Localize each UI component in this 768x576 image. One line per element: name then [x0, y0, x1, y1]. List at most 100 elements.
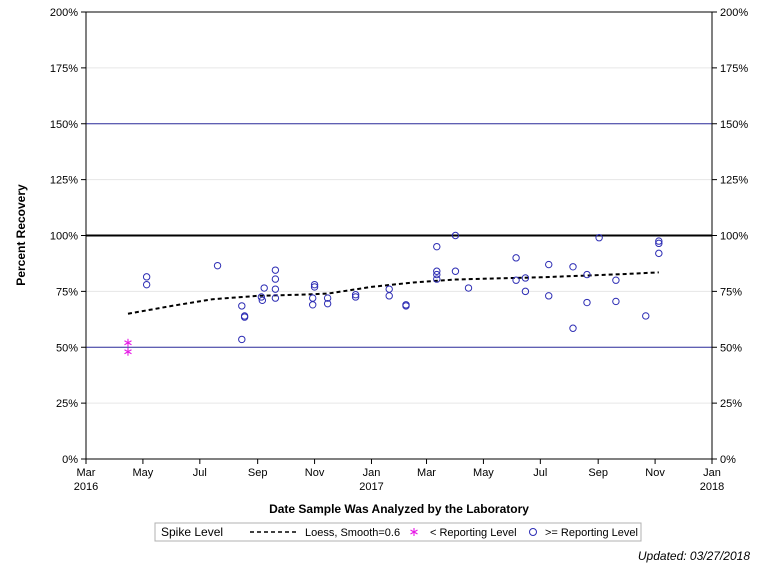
reporting-point — [258, 296, 267, 305]
x-axis-title: Date Sample Was Analyzed by the Laborato… — [269, 502, 529, 516]
reference-lines — [86, 123, 712, 348]
reporting-point — [238, 335, 246, 344]
reporting-point — [545, 292, 553, 300]
legend: Spike Level Loess, Smooth=0.6 < Reportin… — [154, 522, 642, 542]
reporting-point — [545, 260, 553, 269]
reporting-point — [323, 299, 332, 308]
y-tick-label-left: 200% — [50, 7, 78, 19]
reporting-point — [512, 254, 520, 262]
reporting-point — [238, 302, 246, 310]
y-axis-title: Percent Recovery — [14, 184, 28, 286]
reporting-point — [271, 294, 280, 302]
reporting-point — [402, 302, 410, 310]
reporting-point — [260, 284, 268, 292]
y-tick-label-left: 25% — [56, 398, 78, 410]
x-tick-year-label: 2018 — [700, 481, 724, 493]
x-tick-label: Mar — [417, 467, 436, 479]
x-tick-label: Sep — [588, 467, 608, 479]
x-tick-label: Jul — [193, 467, 207, 479]
reporting-point — [142, 273, 151, 281]
x-tick-year-label: 2016 — [74, 481, 98, 493]
legend-frame — [154, 522, 642, 542]
x-tick-label: Jan — [363, 467, 381, 479]
data-points — [124, 231, 663, 356]
reporting-point — [385, 292, 393, 300]
asterisk-stroke — [124, 349, 132, 355]
reporting-point — [521, 274, 530, 282]
reporting-point — [655, 237, 663, 245]
reporting-point — [464, 284, 473, 292]
y-tick-label-right: 100% — [720, 231, 748, 243]
reporting-point — [569, 263, 577, 271]
reporting-point — [583, 298, 591, 307]
y-tick-label-right: 125% — [720, 175, 748, 187]
reporting-point — [583, 270, 591, 279]
reporting-point — [451, 231, 460, 240]
reporting-point — [310, 280, 319, 289]
reporting-point — [271, 275, 280, 283]
reporting-point — [310, 283, 319, 291]
x-tick-label: Sep — [248, 467, 268, 479]
x-tick-label: Mar — [77, 467, 96, 479]
legend-below-reporting-label: < Reporting Level — [430, 527, 517, 539]
reporting-point — [433, 270, 441, 279]
reporting-point — [142, 280, 151, 289]
asterisk-stroke — [124, 340, 132, 346]
reporting-point — [271, 266, 280, 274]
x-tick-year-label: 2017 — [359, 481, 383, 493]
y-tick-label-right: 200% — [720, 7, 748, 19]
y-tick-label-right: 150% — [720, 119, 748, 131]
x-tick-label: May — [133, 467, 154, 479]
reporting-point — [451, 267, 460, 275]
reporting-point — [655, 239, 663, 248]
y-tick-label-left: 175% — [50, 63, 78, 75]
reporting-point — [521, 287, 530, 296]
reporting-point — [240, 313, 249, 321]
reporting-point — [612, 276, 620, 284]
reporting-point — [323, 294, 332, 302]
legend-circle-swatch — [529, 528, 537, 536]
y-tick-label-left: 50% — [56, 342, 78, 354]
legend-loess-label: Loess, Smooth=0.6 — [305, 527, 400, 539]
y-tick-label-right: 50% — [720, 342, 742, 354]
y-tick-label-right: 175% — [720, 63, 748, 75]
reporting-point — [351, 293, 360, 301]
x-tick-label: Nov — [305, 467, 325, 479]
y-tick-label-left: 100% — [50, 231, 78, 243]
reporting-point — [351, 291, 360, 299]
reporting-point — [433, 267, 441, 275]
reporting-point — [612, 297, 620, 306]
reporting-point — [271, 285, 280, 293]
x-tick-label: Jul — [533, 467, 547, 479]
legend-asterisk-swatch — [410, 528, 418, 536]
reporting-point — [433, 275, 441, 283]
reporting-point — [595, 234, 603, 242]
y-tick-label-left: 75% — [56, 286, 78, 298]
reporting-point — [433, 242, 441, 251]
reporting-point — [309, 301, 317, 309]
reporting-point — [257, 293, 266, 301]
legend-above-reporting-label: >= Reporting Level — [545, 527, 638, 539]
loess-curve — [127, 271, 659, 315]
below-reporting-point — [124, 338, 132, 347]
y-tick-label-left: 0% — [62, 454, 78, 466]
x-tick-label: Nov — [645, 467, 665, 479]
y-tick-label-right: 75% — [720, 286, 742, 298]
y-tick-label-left: 150% — [50, 119, 78, 131]
x-tick-label: May — [473, 467, 494, 479]
y-tick-label-right: 25% — [720, 398, 742, 410]
y-tick-label-right: 0% — [720, 454, 736, 466]
reporting-point — [512, 276, 520, 284]
loess-curve-layer — [127, 271, 659, 315]
legend-title: Spike Level — [161, 525, 223, 539]
axes: 0% 0% 25% 25% 50% 50% 75% 75% 100% 100% 125% 125% 15… — [50, 7, 748, 493]
reporting-point — [213, 261, 222, 270]
reporting-point — [642, 312, 650, 320]
reporting-point — [655, 249, 663, 258]
updated-footnote: Updated: 03/27/2018 — [638, 549, 750, 563]
reporting-point — [569, 324, 577, 332]
x-tick-label: Jan — [703, 467, 721, 479]
y-tick-label-left: 125% — [50, 175, 78, 187]
below-reporting-point — [124, 347, 132, 356]
